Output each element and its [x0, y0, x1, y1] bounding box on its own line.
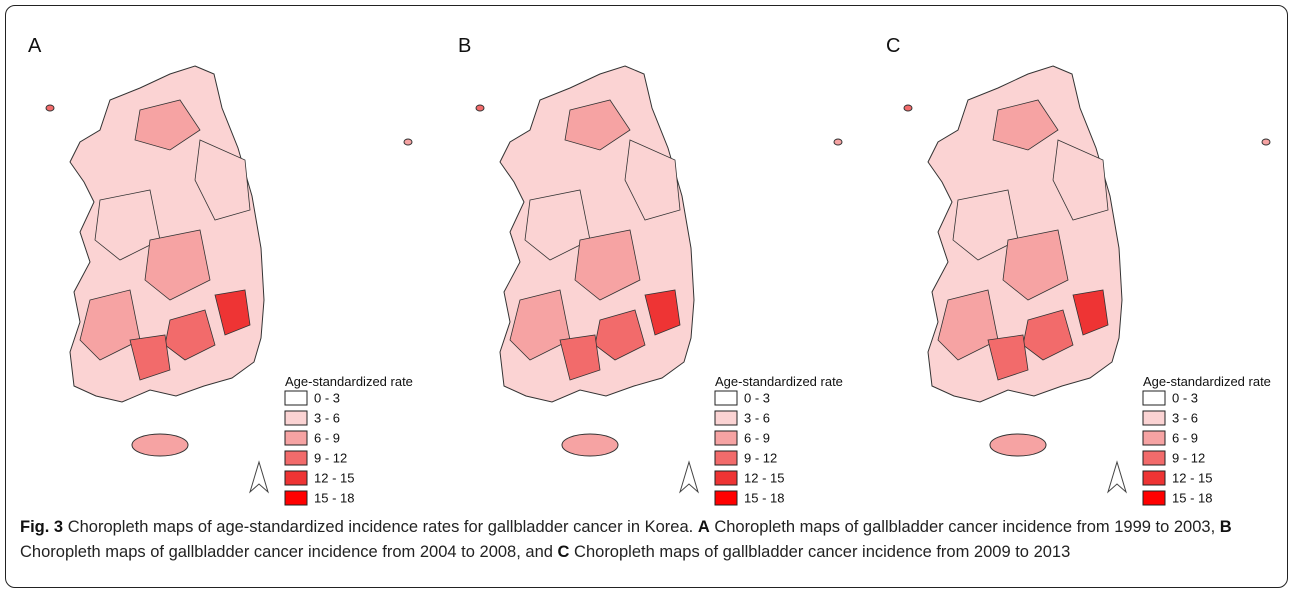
island	[46, 105, 54, 111]
legend-swatch	[285, 411, 307, 425]
legend-label: 6 - 9	[744, 430, 770, 445]
legend-swatch	[715, 431, 737, 445]
legend-label: 9 - 12	[744, 450, 777, 465]
legend-label: 15 - 18	[314, 490, 354, 505]
jeju-island	[562, 434, 618, 456]
legend-label: 15 - 18	[1172, 490, 1212, 505]
legend-title: Age-standardized rate	[285, 374, 413, 389]
legend-label: 9 - 12	[314, 450, 347, 465]
legend-label: 3 - 6	[314, 410, 340, 425]
legend-swatch	[285, 451, 307, 465]
island	[476, 105, 484, 111]
jeju-island	[132, 434, 188, 456]
legend-swatch	[285, 391, 307, 405]
north-arrow	[680, 462, 698, 492]
legend-label: 6 - 9	[314, 430, 340, 445]
jeju-island	[990, 434, 1046, 456]
north-arrow	[250, 462, 268, 492]
caption-bold: A	[698, 518, 710, 536]
island	[904, 105, 912, 111]
legend-label: 3 - 6	[744, 410, 770, 425]
panel-label: B	[458, 35, 471, 57]
legend-label: 3 - 6	[1172, 410, 1198, 425]
island	[1262, 139, 1270, 145]
legend-swatch	[1143, 411, 1165, 425]
legend-label: 12 - 15	[314, 470, 354, 485]
legend-swatch	[1143, 471, 1165, 485]
legend-swatch	[715, 411, 737, 425]
caption-bold: C	[558, 543, 570, 561]
figure-caption: Fig. 3 Choropleth maps of age-standardiz…	[20, 515, 1275, 565]
legend-swatch	[1143, 431, 1165, 445]
legend-swatch	[715, 471, 737, 485]
legend-label: 0 - 3	[744, 390, 770, 405]
caption-bold: B	[1220, 518, 1232, 536]
legend-title: Age-standardized rate	[715, 374, 843, 389]
panel-label: C	[886, 35, 900, 57]
legend-label: 0 - 3	[1172, 390, 1198, 405]
legend-label: 15 - 18	[744, 490, 784, 505]
north-arrow	[1108, 462, 1126, 492]
legend-label: 12 - 15	[1172, 470, 1212, 485]
legend-swatch	[285, 471, 307, 485]
legend-swatch	[715, 491, 737, 505]
legend-label: 9 - 12	[1172, 450, 1205, 465]
legend-swatch	[715, 451, 737, 465]
legend-swatch	[1143, 491, 1165, 505]
legend-swatch	[715, 391, 737, 405]
page: {"panels": [{"label": "A"}, {"label": "B…	[0, 0, 1295, 597]
legend-label: 0 - 3	[314, 390, 340, 405]
legend-label: 12 - 15	[744, 470, 784, 485]
legend-swatch	[1143, 391, 1165, 405]
legend-swatch	[285, 491, 307, 505]
legend-title: Age-standardized rate	[1143, 374, 1271, 389]
island	[404, 139, 412, 145]
caption-text: Choropleth maps of gallbladder cancer in…	[20, 543, 553, 561]
caption-text: Choropleth maps of age-standardized inci…	[68, 518, 694, 536]
panel-label: A	[28, 35, 42, 57]
caption-bold: Fig. 3	[20, 518, 63, 536]
legend-swatch	[285, 431, 307, 445]
island	[834, 139, 842, 145]
legend-swatch	[1143, 451, 1165, 465]
legend-label: 6 - 9	[1172, 430, 1198, 445]
caption-text: Choropleth maps of gallbladder cancer in…	[574, 543, 1070, 561]
caption-text: Choropleth maps of gallbladder cancer in…	[714, 518, 1215, 536]
